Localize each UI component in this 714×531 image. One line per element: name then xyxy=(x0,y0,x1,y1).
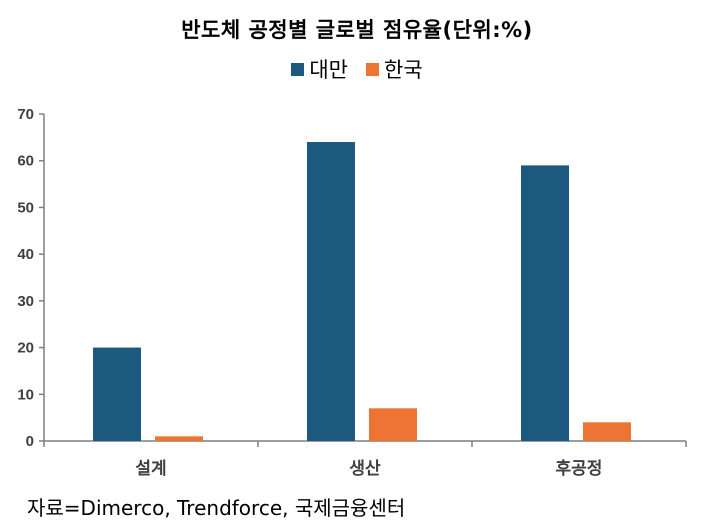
source-note: 자료=Dimerco, Trendforce, 국제금융센터 xyxy=(27,496,406,520)
legend-item-korea: 한국 xyxy=(366,54,423,84)
y-tick-label: 0 xyxy=(26,433,34,450)
bar-korea-0 xyxy=(155,436,203,441)
legend: 대만 한국 xyxy=(0,54,714,84)
legend-item-taiwan: 대만 xyxy=(291,54,348,84)
y-tick-label: 50 xyxy=(17,199,34,216)
x-tick-label: 생산 xyxy=(349,459,381,479)
x-tick-label: 설계 xyxy=(135,459,166,479)
legend-swatch-korea xyxy=(366,62,379,76)
legend-label-korea: 한국 xyxy=(384,58,423,82)
legend-swatch-taiwan xyxy=(291,62,305,76)
y-tick-label: 10 xyxy=(17,386,34,403)
y-tick-label: 60 xyxy=(17,153,34,170)
y-tick-label: 40 xyxy=(17,246,34,263)
chart-title: 반도체 공정별 글로벌 점유율(단위:%) xyxy=(181,18,533,42)
bar-taiwan-0 xyxy=(93,347,141,441)
bar-taiwan-1 xyxy=(307,142,355,441)
y-tick-label: 30 xyxy=(17,293,34,310)
bar-taiwan-2 xyxy=(521,165,569,441)
legend-label-taiwan: 대만 xyxy=(309,58,348,82)
bar-korea-1 xyxy=(369,408,417,441)
y-tick-label: 20 xyxy=(17,340,34,357)
bar-korea-2 xyxy=(583,422,631,441)
y-tick-label: 70 xyxy=(17,106,34,123)
x-tick-label: 후공정 xyxy=(556,458,603,479)
